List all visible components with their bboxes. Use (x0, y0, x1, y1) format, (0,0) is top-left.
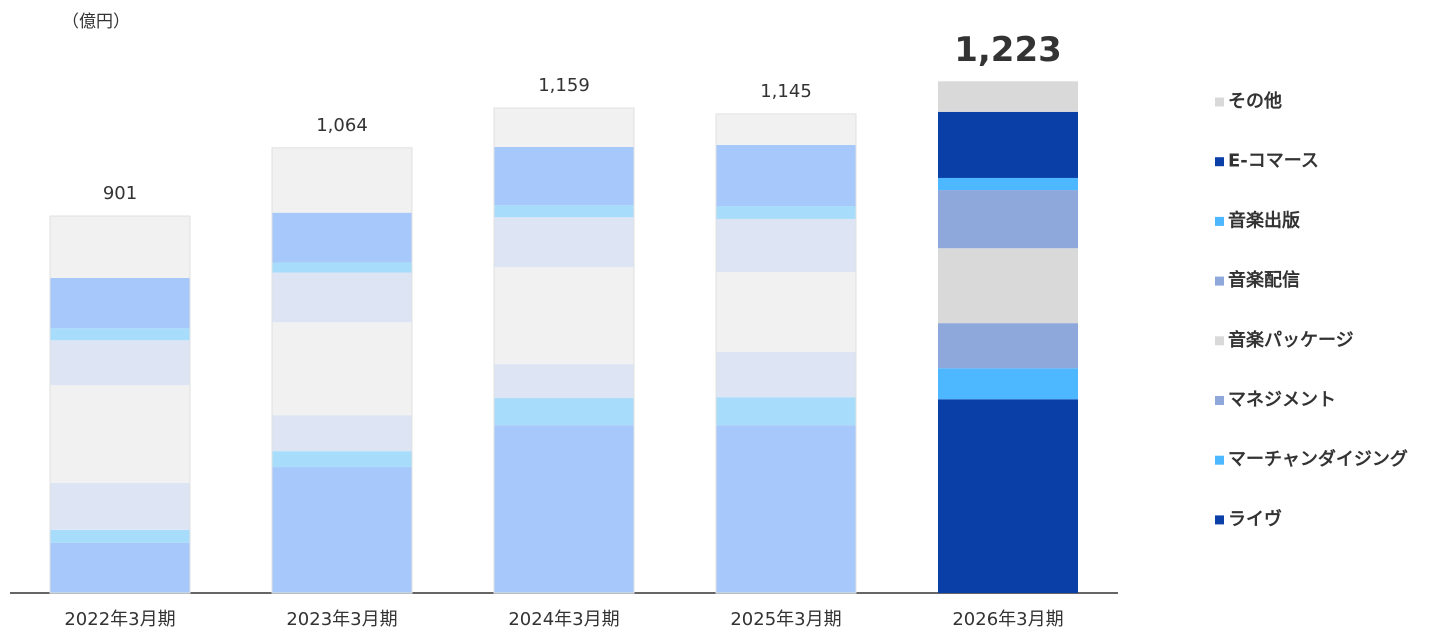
bar-segment (938, 111, 1078, 178)
bar-segment (272, 451, 412, 468)
bar-segment (272, 147, 412, 213)
bar-segment (938, 177, 1078, 191)
total-label: 1,159 (538, 75, 590, 96)
x-tick-label: 2022年3月期 (64, 609, 175, 630)
bar-segment (272, 415, 412, 452)
legend-label: 音楽出版 (1228, 209, 1300, 231)
bar-outline (49, 215, 191, 594)
bar-segment (494, 425, 634, 593)
bar-segment (494, 146, 634, 206)
legend-label: 音楽パッケージ (1228, 329, 1354, 351)
bar-segment (716, 205, 856, 219)
bar-segment (272, 322, 412, 416)
bar-segment (716, 144, 856, 206)
legend-swatch (1215, 157, 1224, 167)
bar-segment (494, 267, 634, 365)
legend-label: その他 (1228, 90, 1282, 112)
bar-segment (50, 529, 190, 543)
bar-outline (715, 113, 857, 594)
legend-swatch (1215, 97, 1224, 107)
bar-segment (938, 190, 1078, 249)
legend-label: 音楽配信 (1228, 269, 1300, 291)
legend-label: E-コマース (1228, 151, 1319, 172)
bar-segment (50, 340, 190, 386)
bar-segment (494, 364, 634, 399)
bar-segment (716, 113, 856, 145)
legend-swatch (1215, 276, 1224, 286)
bar-segment (272, 272, 412, 323)
bar-segment (716, 425, 856, 593)
x-tick-label: 2026年3月期 (952, 609, 1063, 630)
bar-segment (50, 328, 190, 341)
bar-segment (716, 218, 856, 273)
bar-segment (272, 262, 412, 273)
bar-segment (494, 398, 634, 426)
legend-swatch (1215, 216, 1224, 226)
unit-label: （億円） (62, 12, 130, 32)
bar-segment (494, 108, 634, 147)
total-label: 901 (103, 183, 137, 204)
bar-segment (938, 248, 1078, 324)
x-tick-label: 2024年3月期 (508, 609, 619, 630)
legend-swatch (1215, 515, 1224, 525)
total-label: 1,064 (316, 115, 368, 136)
x-tick-label: 2023年3月期 (286, 609, 397, 630)
x-tick-label: 2025年3月期 (730, 609, 841, 630)
bar-segment (50, 385, 190, 483)
bar-segment (50, 216, 190, 278)
bar-segment (938, 81, 1078, 112)
bar-outline (493, 107, 635, 594)
total-label: 1,223 (954, 30, 1062, 70)
legend-label: マネジメント (1228, 390, 1336, 411)
bar-segment (938, 399, 1078, 593)
bar-segment (716, 272, 856, 353)
legend-swatch (1215, 455, 1224, 465)
legend-swatch (1215, 396, 1224, 405)
bar-segment (494, 205, 634, 218)
bar-segment (716, 397, 856, 426)
bar-outline (271, 147, 413, 594)
legend-label: ライヴ (1228, 508, 1282, 530)
bar-segment (50, 277, 190, 329)
bar-segment (494, 217, 634, 268)
bar-segment (50, 482, 190, 530)
legend-swatch (1215, 336, 1224, 346)
bar-segment (272, 212, 412, 263)
bar-segment (272, 467, 412, 593)
legend-label: マーチャンダイジング (1228, 448, 1408, 470)
total-label: 1,145 (760, 81, 812, 102)
bar-segment (50, 542, 190, 593)
bar-segment (938, 323, 1078, 369)
bar-segment (716, 352, 856, 398)
bar-segment (938, 368, 1078, 400)
